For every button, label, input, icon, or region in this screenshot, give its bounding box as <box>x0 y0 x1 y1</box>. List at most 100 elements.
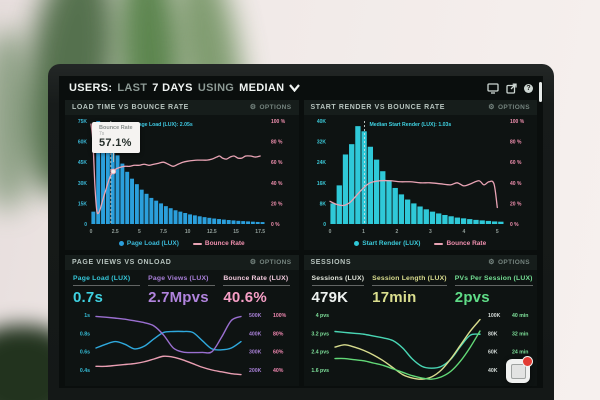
chart-legend: Page Load (LUX) Bounce Rate <box>65 237 299 250</box>
tooltip-value: 57.1% <box>99 137 132 149</box>
svg-text:100K: 100K <box>488 313 501 319</box>
legend-label: Start Render (LUX) <box>362 240 421 247</box>
page-views-chart[interactable]: 1s 0.8s 0.6s 0.4s 500K 400K 300K 200K 100% 80% 60%… <box>65 307 299 386</box>
panel-grid: LOAD TIME VS BOUNCE RATE ⚙ OPTIONS Bounc… <box>65 100 537 386</box>
svg-text:5: 5 <box>495 229 498 235</box>
metric-label: Sessions (LUX) <box>311 275 365 286</box>
panel-header: LOAD TIME VS BOUNCE RATE ⚙ OPTIONS <box>65 100 299 115</box>
svg-text:Median Start Render (LUX): 1.0: Median Start Render (LUX): 1.03s <box>369 122 451 128</box>
svg-text:Median Page Load (LUX): 2.05s: Median Page Load (LUX): 2.05s <box>116 122 193 128</box>
svg-text:40K: 40K <box>316 119 326 125</box>
metric-value: 479K <box>311 289 349 306</box>
start-render-chart[interactable]: 40K 32K 24K 16K 8K 0 100 % 80 % 60 % 40 % 20 % 0 % M… <box>304 115 538 237</box>
metrics-row: Sessions (LUX) 479K Session Length (LUX)… <box>304 270 538 307</box>
sessions-chart[interactable]: 4 pvs 3.2 pvs 2.4 pvs 1.6 pvs 100K 80K 60K 40K 4… <box>304 307 538 386</box>
dashboard-topbar: USERS: LAST 7 DAYS USING MEDIAN <box>59 76 543 100</box>
svg-text:2: 2 <box>395 229 398 235</box>
svg-text:3.2 pvs: 3.2 pvs <box>311 331 329 337</box>
svg-text:0: 0 <box>90 229 93 235</box>
metric-value: 40.6% <box>223 289 267 306</box>
svg-text:45K: 45K <box>78 160 88 166</box>
notification-button[interactable] <box>506 356 533 383</box>
metric-value: 2.7Mpvs <box>148 289 209 306</box>
svg-text:40 %: 40 % <box>271 181 283 187</box>
timeframe-dropdown[interactable]: USERS: LAST 7 DAYS USING MEDIAN <box>69 82 301 94</box>
legend-label: Page Load (LUX) <box>126 240 179 247</box>
svg-text:24 min: 24 min <box>512 350 528 356</box>
chevron-down-icon <box>289 84 301 92</box>
legend-dash-icon <box>434 242 444 245</box>
legend-dot-icon <box>354 241 360 246</box>
metric-label: Page Views (LUX) <box>148 275 216 286</box>
svg-text:20 %: 20 % <box>271 201 283 207</box>
svg-text:15: 15 <box>233 229 239 235</box>
options-label: OPTIONS <box>497 104 530 111</box>
chart-legend: Start Render (LUX) Bounce Rate <box>304 237 538 250</box>
svg-text:60 %: 60 % <box>510 160 522 166</box>
topbar-title-part: USERS: <box>69 82 113 94</box>
svg-text:24K: 24K <box>316 160 326 166</box>
svg-text:60%: 60% <box>273 350 284 356</box>
svg-text:7.5: 7.5 <box>160 229 167 235</box>
panel-title: START RENDER VS BOUNCE RATE <box>310 104 446 111</box>
options-button[interactable]: ⚙ OPTIONS <box>488 259 530 266</box>
scrollbar[interactable] <box>539 82 542 102</box>
gear-icon: ⚙ <box>488 259 495 266</box>
options-label: OPTIONS <box>497 259 530 266</box>
svg-text:3: 3 <box>428 229 431 235</box>
topbar-title-part: MEDIAN <box>239 82 285 94</box>
metric-bounce-rate: Bounce Rate (LUX) 40.6% <box>223 275 291 306</box>
gear-icon: ⚙ <box>249 104 257 111</box>
metric-session-length: Session Length (LUX) 17min <box>372 275 447 306</box>
options-button[interactable]: ⚙ OPTIONS <box>250 259 292 266</box>
svg-text:4 pvs: 4 pvs <box>315 313 328 319</box>
svg-text:200K: 200K <box>249 368 262 374</box>
options-button[interactable]: ⚙ OPTIONS <box>488 104 530 111</box>
svg-text:0 %: 0 % <box>510 222 519 228</box>
svg-text:60K: 60K <box>488 350 498 356</box>
dashboard-screen: USERS: LAST 7 DAYS USING MEDIAN <box>59 76 543 388</box>
display-icon[interactable] <box>487 82 499 94</box>
panel-page-views: PAGE VIEWS VS ONLOAD ⚙ OPTIONS Page Load… <box>65 255 299 386</box>
plant-leaf <box>0 30 35 210</box>
svg-text:2.5: 2.5 <box>112 229 119 235</box>
metric-label: Session Length (LUX) <box>372 275 447 286</box>
gear-icon: ⚙ <box>249 259 257 266</box>
svg-text:60 %: 60 % <box>271 160 283 166</box>
topbar-title-part: LAST <box>117 82 148 94</box>
svg-text:2.4 pvs: 2.4 pvs <box>311 350 329 356</box>
svg-text:100 %: 100 % <box>510 119 525 125</box>
svg-text:80K: 80K <box>488 331 498 337</box>
svg-text:80 %: 80 % <box>271 140 283 146</box>
svg-text:0: 0 <box>328 229 331 235</box>
svg-text:17.5: 17.5 <box>255 229 265 235</box>
share-icon[interactable] <box>506 83 517 94</box>
help-icon[interactable]: ? <box>524 83 533 93</box>
options-label: OPTIONS <box>259 259 292 266</box>
svg-text:40 %: 40 % <box>510 181 522 187</box>
metric-pvs-per-session: PVs Per Session (LUX) 2pvs <box>454 275 533 306</box>
svg-text:5: 5 <box>138 229 141 235</box>
topbar-icons: ? <box>487 82 533 94</box>
options-button[interactable]: ⚙ OPTIONS <box>250 104 292 111</box>
svg-text:0.6s: 0.6s <box>80 350 90 356</box>
svg-text:0 %: 0 % <box>271 222 280 228</box>
panel-load-time: LOAD TIME VS BOUNCE RATE ⚙ OPTIONS Bounc… <box>65 100 299 250</box>
topbar-title-part: USING <box>197 82 235 94</box>
svg-text:60K: 60K <box>78 140 88 146</box>
messenger-icon <box>511 364 526 379</box>
tooltip-subtitle: 7s <box>99 131 105 137</box>
load-time-chart[interactable]: Bounce Rate 7s 57.1% 75K 60K 45K 30K 15K 0 100… <box>65 115 299 237</box>
svg-text:20 %: 20 % <box>510 201 522 207</box>
svg-text:500K: 500K <box>249 313 262 319</box>
metric-value: 2pvs <box>454 289 490 306</box>
svg-text:100%: 100% <box>273 313 287 319</box>
svg-text:0.8s: 0.8s <box>80 331 90 337</box>
legend-dot-icon <box>118 241 124 246</box>
notification-badge <box>522 356 533 367</box>
svg-text:4: 4 <box>462 229 465 235</box>
options-label: OPTIONS <box>259 104 292 111</box>
svg-text:15K: 15K <box>78 201 88 207</box>
svg-text:12.5: 12.5 <box>207 229 217 235</box>
panel-title: PAGE VIEWS VS ONLOAD <box>72 259 172 266</box>
